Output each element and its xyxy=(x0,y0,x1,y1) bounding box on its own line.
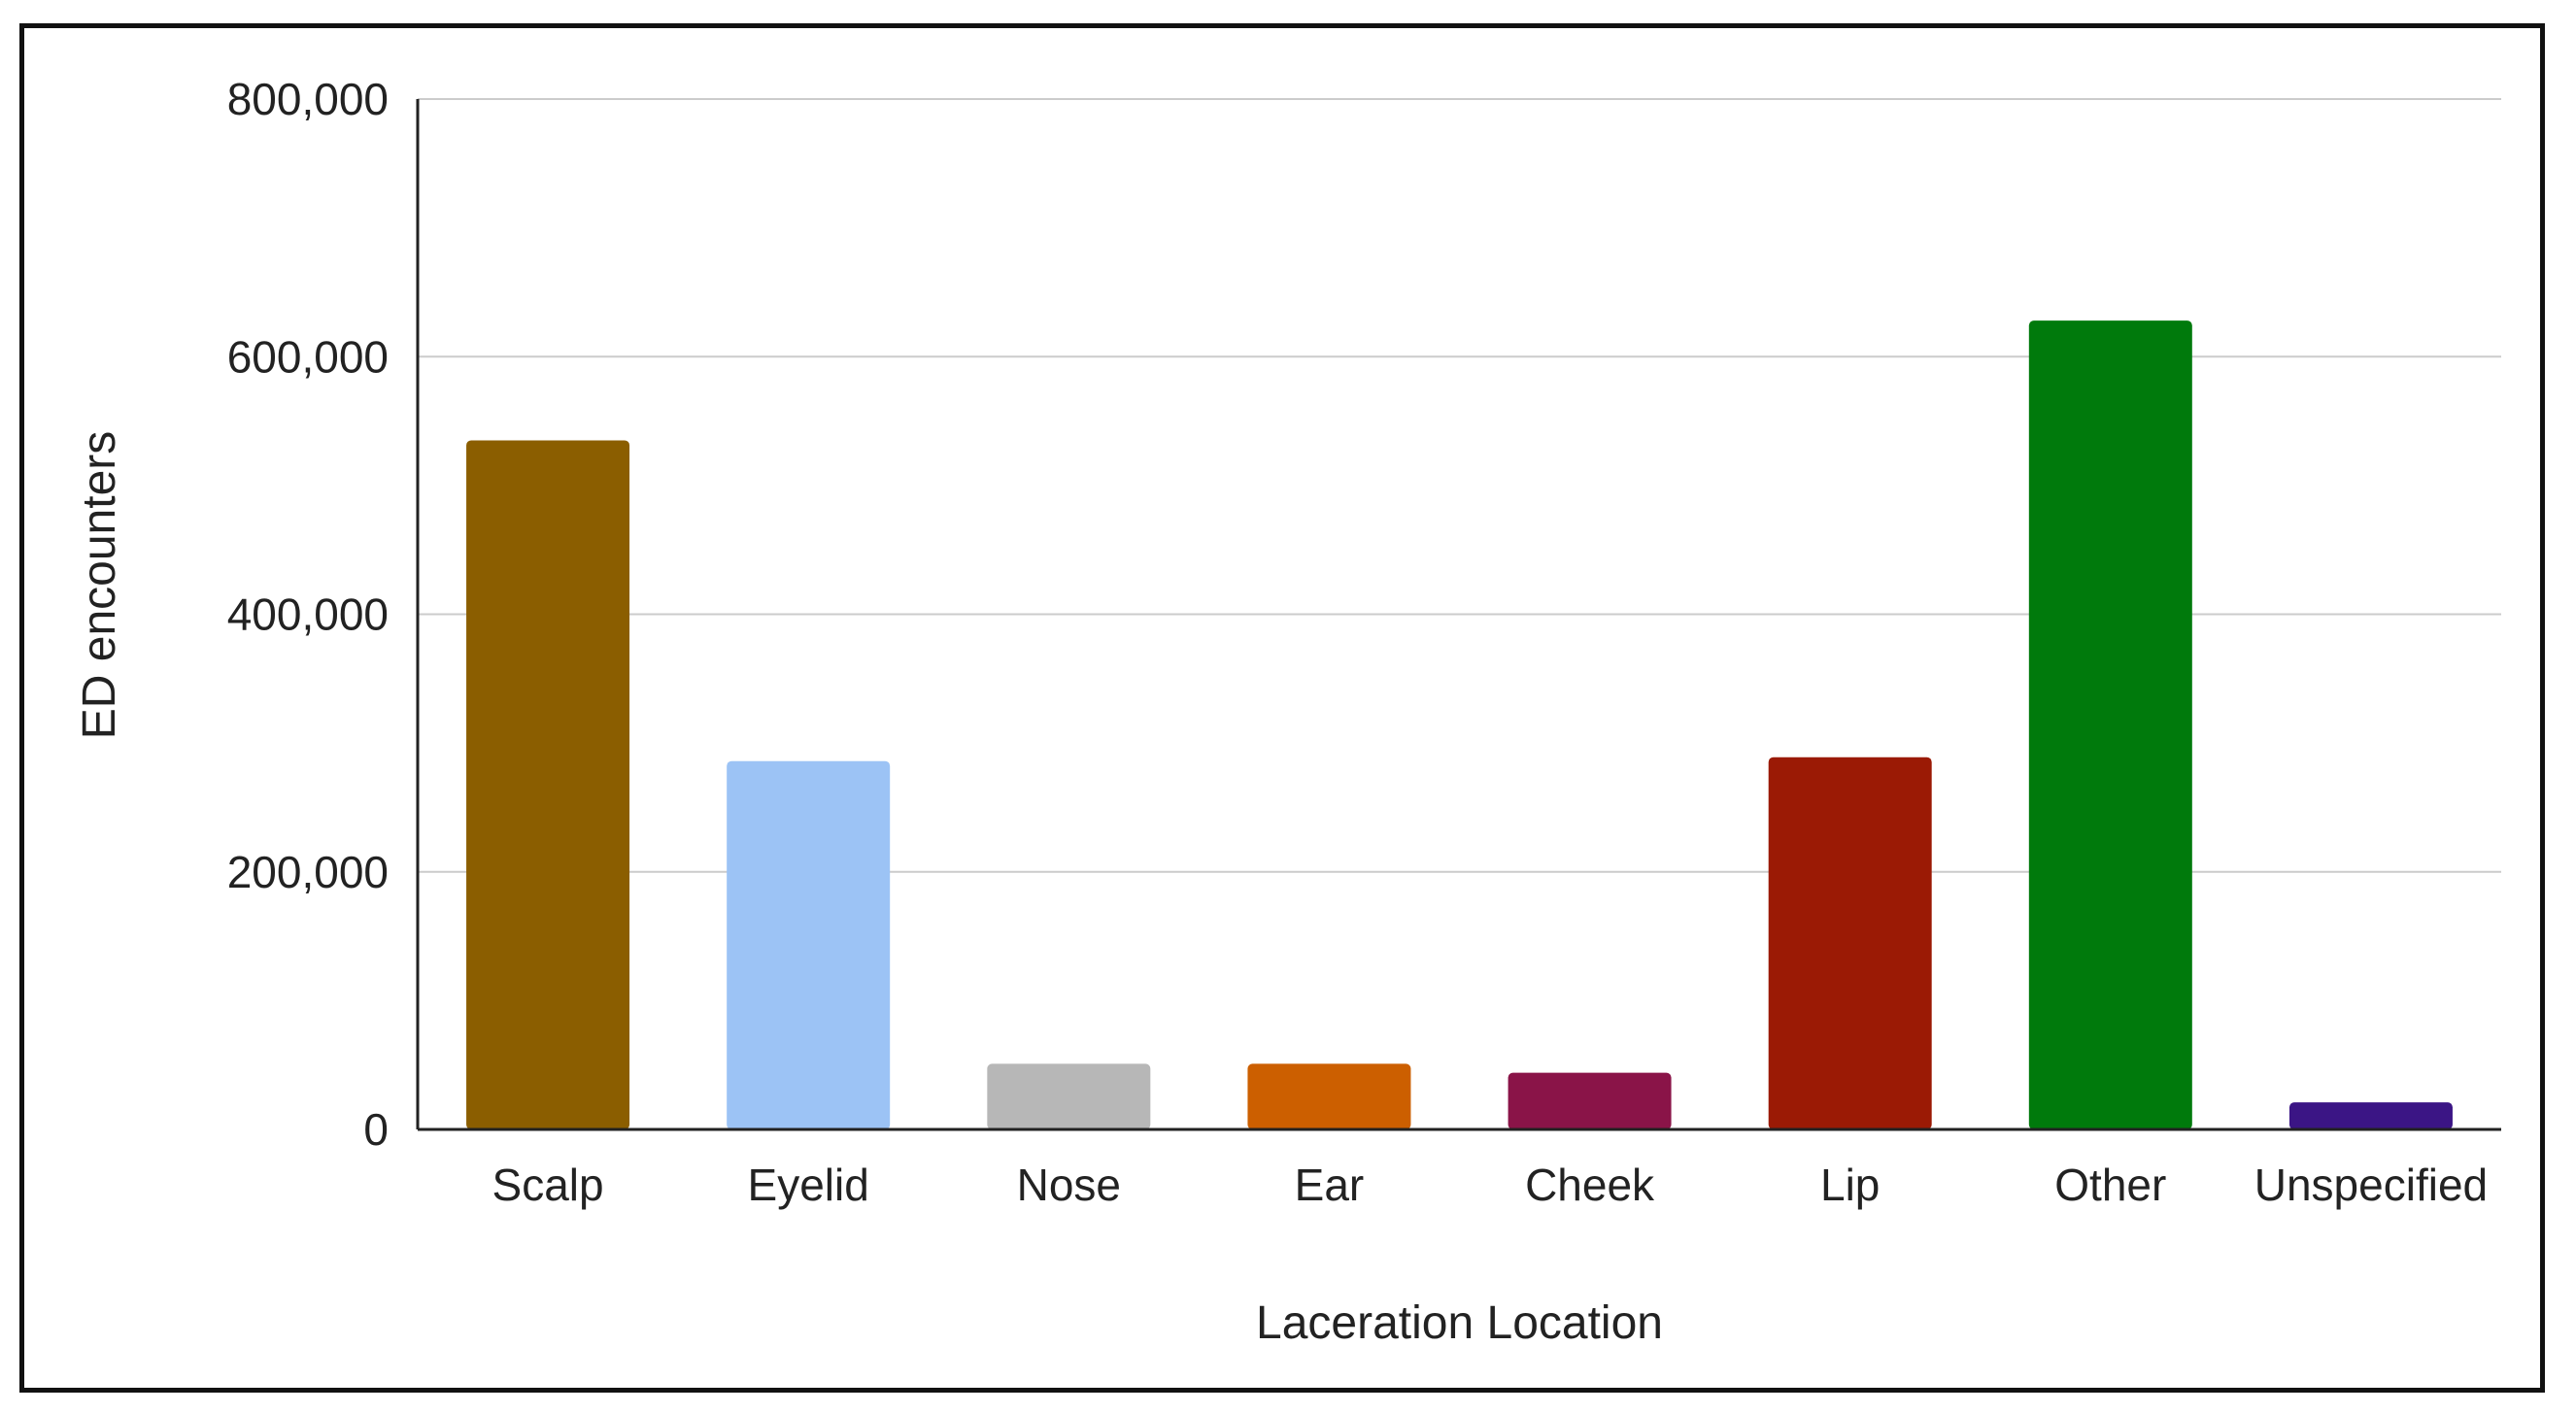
x-tick-label: Ear xyxy=(1295,1160,1365,1210)
bar-scalp xyxy=(466,440,630,1129)
x-tick-label: Nose xyxy=(1017,1160,1121,1210)
x-tick-label: Scalp xyxy=(492,1160,604,1210)
y-tick-label: 0 xyxy=(363,1104,389,1155)
bar-lip xyxy=(1768,757,1932,1129)
bar-nose xyxy=(987,1063,1151,1129)
x-tick-label: Eyelid xyxy=(748,1160,869,1210)
y-tick-label: 800,000 xyxy=(227,74,389,124)
y-tick-label: 600,000 xyxy=(227,331,389,382)
bars xyxy=(466,320,2453,1129)
bar-cheek xyxy=(1508,1072,1672,1129)
x-tick-label: Cheek xyxy=(1525,1160,1655,1210)
axes xyxy=(416,99,2501,1131)
x-tick-label: Lip xyxy=(1820,1160,1880,1210)
y-tick-labels: 0 200,000 400,000 600,000 800,000 xyxy=(227,74,389,1155)
bar-eyelid xyxy=(727,760,891,1129)
y-axis-title: ED encounters xyxy=(74,431,125,740)
x-axis-title: Laceration Location xyxy=(1256,1297,1663,1349)
bar-unspecified xyxy=(2288,1102,2453,1129)
x-tick-labels: Scalp Eyelid Nose Ear Cheek Lip Other Unspecifi… xyxy=(492,1160,2489,1210)
y-tick-label: 200,000 xyxy=(227,847,389,897)
bar-ear xyxy=(1247,1063,1411,1129)
x-tick-label: Unspecified xyxy=(2254,1160,2488,1210)
bar-other xyxy=(2028,320,2192,1129)
x-tick-label: Other xyxy=(2054,1160,2166,1210)
y-tick-label: 400,000 xyxy=(227,589,389,640)
